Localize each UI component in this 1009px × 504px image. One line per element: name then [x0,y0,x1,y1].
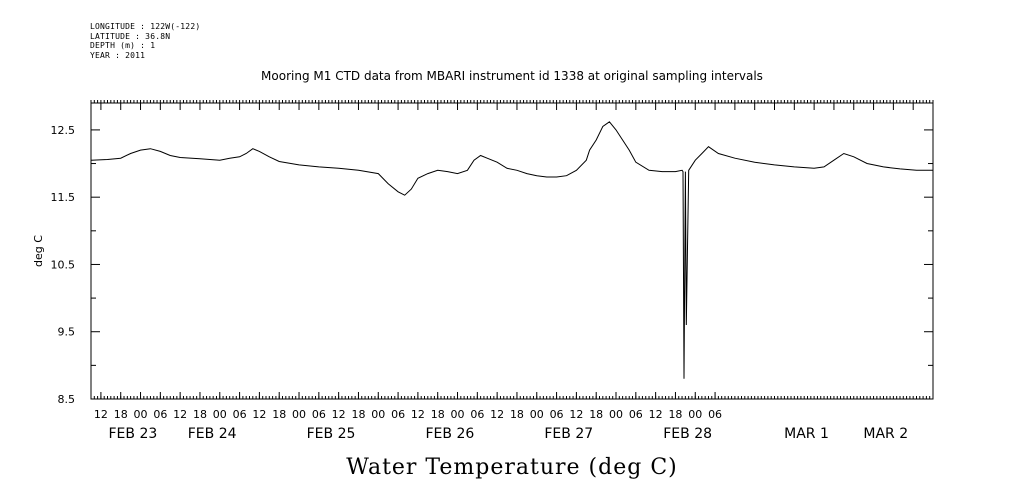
x-hour-label: 12 [569,408,583,421]
x-hour-label: 00 [688,408,702,421]
x-hour-label: 06 [233,408,247,421]
x-hour-label: 00 [530,408,544,421]
year-label: YEAR : 2011 [90,50,146,60]
y-axis-ticks: 12.5 11.5 10.5 9.5 8.5 [51,124,933,406]
x-hour-label: 18 [193,408,207,421]
x-date-label: MAR 2 [863,426,908,442]
x-hour-label: 06 [391,408,405,421]
x-date-label: FEB 23 [109,426,158,442]
x-hour-label: 00 [134,408,148,421]
station-metadata: LONGITUDE : 122W(-122) LATITUDE : 36.8N … [90,22,200,60]
depth-label: DEPTH (m) : 1 [90,41,156,50]
x-hour-label: 00 [451,408,465,421]
x-date-label: MAR 1 [784,426,829,442]
x-date-label: FEB 24 [188,426,237,442]
x-hour-label: 06 [629,408,643,421]
x-hour-label: 00 [292,408,306,421]
x-hour-label: 06 [312,408,326,421]
x-hour-label: 18 [114,408,128,421]
x-hour-label: 12 [94,408,108,421]
y-tick-label: 9.5 [58,326,76,339]
chart-title: Mooring M1 CTD data from MBARI instrumen… [261,69,763,83]
series-layer [90,121,933,379]
x-hour-label: 18 [431,408,445,421]
minor-tick-marks [90,100,934,399]
x-date-label: FEB 27 [544,426,593,442]
x-hour-label: 00 [371,408,385,421]
y-tick-label: 12.5 [51,124,76,137]
x-hour-label: 12 [173,408,187,421]
x-hour-label: 12 [490,408,504,421]
y-tick-label: 8.5 [58,393,76,406]
x-date-label: FEB 28 [663,426,712,442]
y-tick-label: 10.5 [51,258,76,271]
x-hour-label: 18 [351,408,365,421]
x-hour-label: 06 [550,408,564,421]
x-hour-label: 12 [649,408,663,421]
x-hour-label: 18 [668,408,682,421]
plot-frame [90,102,934,400]
x-hour-label: 18 [272,408,286,421]
longitude-label: LONGITUDE : 122W(-122) [90,22,201,31]
latitude-label: LATITUDE : 36.8N [90,31,171,41]
y-axis-label: deg C [32,235,45,267]
x-axis-date-labels: FEB 23 FEB 24 FEB 25 FEB 26 FEB 27 FEB 28 MAR … [109,426,909,442]
x-axis-label: Water Temperature (deg C) [346,455,678,480]
x-hour-label: 06 [470,408,484,421]
x-date-label: FEB 26 [426,426,475,442]
x-hour-label: 12 [252,408,266,421]
x-hour-label: 06 [153,408,167,421]
temperature-series-line [90,121,933,379]
y-tick-label: 11.5 [51,191,76,204]
x-hour-label: 00 [213,408,227,421]
x-hour-label: 06 [708,408,722,421]
x-hour-label: 12 [411,408,425,421]
x-date-label: FEB 25 [307,426,356,442]
x-hour-label: 12 [332,408,346,421]
x-hour-label: 18 [510,408,524,421]
x-hour-label: 00 [609,408,623,421]
x-hour-label: 18 [589,408,603,421]
x-axis-ticks: 12 18 00 06 12 18 00 06 12 18 00 06 12 18 00 06 12 18 00 06… [94,392,722,421]
